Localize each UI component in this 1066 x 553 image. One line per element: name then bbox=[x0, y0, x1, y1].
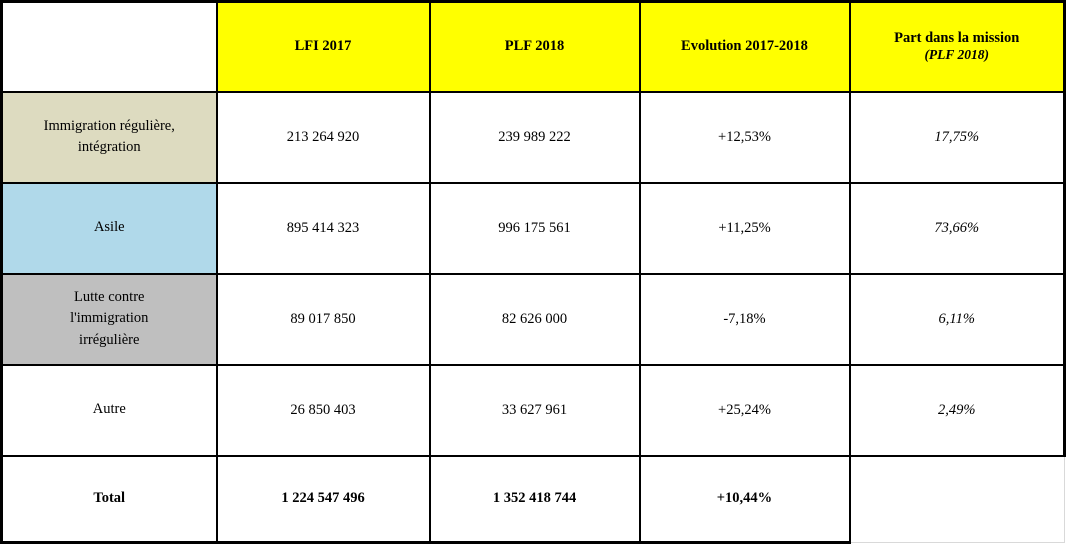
table-row-lutte-immigration-irreguliere: Lutte contre l'immigration irrégulière 8… bbox=[0, 272, 1066, 366]
col-header-part-mission: Part dans la mission (PLF 2018) bbox=[848, 0, 1066, 93]
table-row-immigration-reguliere: Immigration régulière, intégration 213 2… bbox=[0, 90, 1066, 184]
cell-lutte-part: 6,11% bbox=[848, 272, 1066, 366]
cell-asile-plf2018: 996 175 561 bbox=[428, 181, 641, 275]
cell-immigration-evolution: +12,53% bbox=[638, 90, 851, 184]
cell-total-lfi2017: 1 224 547 496 bbox=[215, 454, 431, 544]
cell-immigration-lfi2017: 213 264 920 bbox=[215, 90, 431, 184]
col-header-plf-2018: PLF 2018 bbox=[428, 0, 641, 93]
table-row-autre: Autre 26 850 403 33 627 961 +25,24% 2,49… bbox=[0, 363, 1066, 457]
cell-autre-part: 2,49% bbox=[848, 363, 1066, 457]
cell-autre-plf2018: 33 627 961 bbox=[428, 363, 641, 457]
table-row-total: Total 1 224 547 496 1 352 418 744 +10,44… bbox=[0, 454, 1065, 544]
cell-immigration-part: 17,75% bbox=[848, 90, 1066, 184]
cell-total-evolution: +10,44% bbox=[638, 454, 851, 544]
cell-immigration-plf2018: 239 989 222 bbox=[428, 90, 641, 184]
col-header-part-mission-sub: (PLF 2018) bbox=[924, 47, 990, 63]
col-header-part-mission-main: Part dans la mission bbox=[894, 30, 1020, 47]
row-label-lutte-immigration-irreguliere: Lutte contre l'immigration irrégulière bbox=[0, 272, 218, 366]
cell-total-plf2018: 1 352 418 744 bbox=[428, 454, 641, 544]
row-label-immigration-reguliere: Immigration régulière, intégration bbox=[0, 90, 218, 184]
cell-lutte-plf2018: 82 626 000 bbox=[428, 272, 641, 366]
col-header-evolution: Evolution 2017-2018 bbox=[638, 0, 851, 93]
cell-asile-evolution: +11,25% bbox=[638, 181, 851, 275]
cell-total-part-empty bbox=[848, 454, 1065, 543]
cell-lutte-evolution: -7,18% bbox=[638, 272, 851, 366]
cell-autre-evolution: +25,24% bbox=[638, 363, 851, 457]
col-header-lfi-2017: LFI 2017 bbox=[215, 0, 431, 93]
cell-asile-lfi2017: 895 414 323 bbox=[215, 181, 431, 275]
cell-asile-part: 73,66% bbox=[848, 181, 1066, 275]
table-row-asile: Asile 895 414 323 996 175 561 +11,25% 73… bbox=[0, 181, 1066, 275]
header-row: LFI 2017 PLF 2018 Evolution 2017-2018 Pa… bbox=[0, 0, 1066, 93]
cell-autre-lfi2017: 26 850 403 bbox=[215, 363, 431, 457]
cell-lutte-lfi2017: 89 017 850 bbox=[215, 272, 431, 366]
row-label-asile: Asile bbox=[0, 181, 218, 275]
row-label-autre: Autre bbox=[0, 363, 218, 457]
row-label-total: Total bbox=[0, 454, 218, 544]
corner-cell bbox=[0, 0, 218, 93]
